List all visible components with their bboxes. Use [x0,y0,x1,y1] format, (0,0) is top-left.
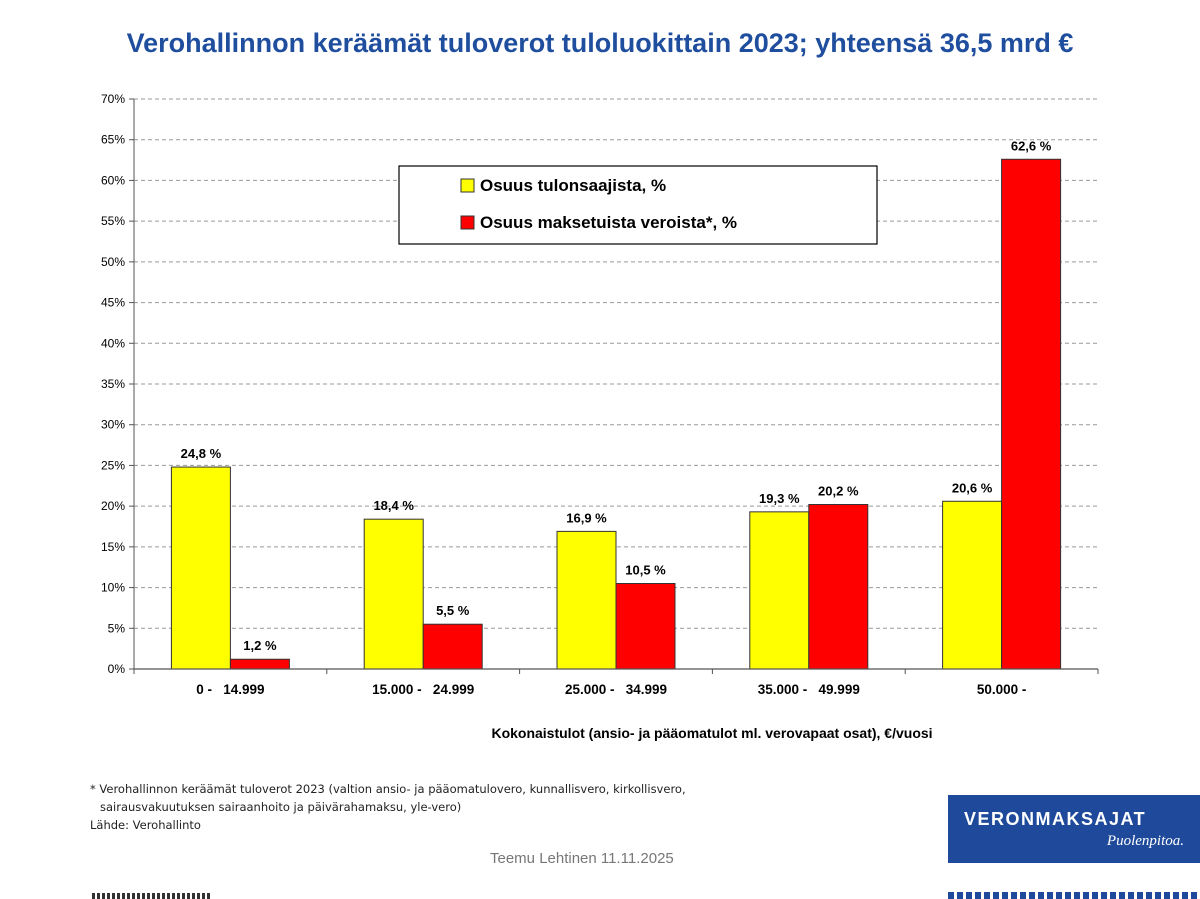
bar-tulonsaajat [942,500,1003,670]
data-label: 16,9 % [566,510,607,525]
y-axis: 0% 5% 10% 15% 20% 25% 30% 35% 40% 45% 50% 55% 60% 65%… [101,92,135,676]
x-tick-label: 15.000 - 24.999 [372,682,474,697]
y-tick-label: 65% [101,133,125,147]
bar-tulonsaajat [749,511,810,670]
chart-title: Verohallinnon keräämät tuloverot tuloluo… [126,28,1074,58]
bar-verot [808,504,869,670]
x-tick-label: 35.000 - 49.999 [758,682,860,697]
data-label: 62,6 % [1011,138,1052,153]
legend-label: Osuus tulonsaajista, % [480,176,666,195]
footnote-line-2: sairausvakuutuksen sairaanhoito ja päivä… [100,800,462,814]
y-tick-label: 10% [101,581,125,595]
data-label: 24,8 % [181,446,222,461]
veronmaksajat-logo: VERONMAKSAJAT Puolenpitoa. [948,795,1200,863]
y-tick-label: 40% [101,336,125,350]
bar-verot [229,658,290,670]
data-label: 5,5 % [436,603,470,618]
author-date: Teemu Lehtinen 11.11.2025 [490,850,674,867]
legend-swatch [460,178,475,193]
source-note: Lähde: Verohallinto [90,818,201,832]
legend-swatch [460,215,475,230]
y-tick-label: 45% [101,296,125,310]
y-tick-label: 50% [101,255,125,269]
y-tick-label: 55% [101,214,125,228]
data-label: 19,3 % [759,491,800,506]
bar-tulonsaajat [556,530,617,670]
data-label: 20,2 % [818,484,859,499]
y-tick-label: 35% [101,377,125,391]
x-tick-label: 50.000 - [977,682,1027,697]
logo-strip [948,892,1200,899]
x-axis: 0 - 14.999 15.000 - 24.999 25.000 - 34.999… [133,668,1099,697]
y-tick-label: 0% [108,662,126,676]
logo-brand: VERONMAKSAJAT [964,809,1147,829]
bar-verot [615,583,676,670]
decorative-strip [92,893,210,899]
data-label: 18,4 % [373,498,414,513]
legend-box [398,165,878,245]
data-label: 10,5 % [625,563,666,578]
bar-tulonsaajat [170,466,231,670]
y-tick-label: 60% [101,173,125,187]
y-tick-label: 20% [101,499,125,513]
legend-label: Osuus maksetuista veroista*, % [480,213,737,232]
y-tick-label: 5% [108,621,126,635]
bar-tulonsaajat [363,518,424,670]
bar-verot [422,623,483,670]
data-label: 20,6 % [952,480,993,495]
data-label: 1,2 % [243,638,277,653]
y-tick-label: 15% [101,540,125,554]
y-tick-label: 25% [101,458,125,472]
bar-verot [1001,158,1062,670]
footnote: * Verohallinnon keräämät tuloverot 2023 … [90,780,686,834]
logo-slogan: Puolenpitoa. [1106,833,1184,849]
x-axis-label: Kokonaistulot (ansio- ja pääomatulot ml.… [491,725,932,741]
x-tick-label: 25.000 - 34.999 [565,682,667,697]
footnote-line-1: * Verohallinnon keräämät tuloverot 2023 … [90,782,686,796]
y-tick-label: 70% [101,92,125,106]
y-tick-label: 30% [101,418,125,432]
x-tick-label: 0 - 14.999 [196,682,264,697]
legend: Osuus tulonsaajista, % Osuus maksetuista … [398,165,878,245]
bar-chart: 0% 5% 10% 15% 20% 25% 30% 35% 40% 45% 50% 55% 60% 65%… [101,92,1099,741]
